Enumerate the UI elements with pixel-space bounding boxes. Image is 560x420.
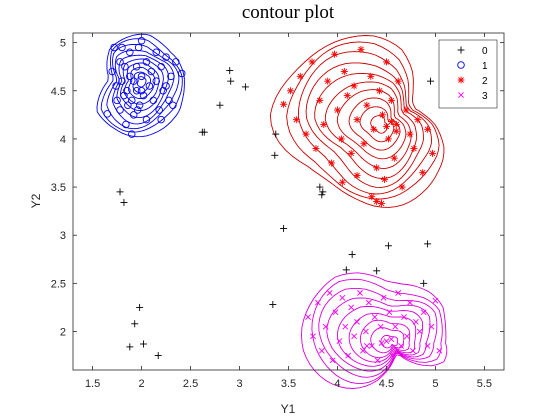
chart-title: contour plot	[242, 2, 335, 23]
data-point-series-2	[429, 150, 436, 157]
data-point-series-2	[376, 87, 383, 94]
data-point-series-2	[395, 78, 402, 85]
x-tick-label: 2.5	[183, 378, 198, 390]
data-point-series-2	[351, 82, 358, 89]
data-point-series-2	[341, 68, 348, 75]
legend-label-3: 3	[482, 91, 488, 102]
data-point-series-2	[316, 97, 323, 104]
data-point-series-2	[419, 169, 426, 176]
x-tick-label: 5	[432, 378, 438, 390]
x-tick-label: 4.5	[379, 378, 394, 390]
data-point-series-2	[331, 51, 338, 58]
data-point-series-2	[344, 92, 351, 99]
y-tick-label: 4.5	[51, 86, 66, 98]
y-tick-label: 5	[60, 38, 66, 50]
data-point-series-2	[297, 73, 304, 80]
legend-marker-2	[458, 77, 465, 84]
data-point-series-2	[379, 111, 386, 118]
x-tick-label: 1.5	[85, 378, 100, 390]
legend: 0 1 2 3	[439, 40, 497, 108]
data-point-series-2	[293, 116, 300, 123]
data-point-series-2	[381, 176, 388, 183]
data-point-series-2	[406, 131, 413, 138]
data-point-series-2	[378, 200, 385, 207]
data-point-series-2	[370, 126, 377, 133]
y-axis-label: Y2	[29, 193, 43, 208]
data-point-series-2	[385, 135, 392, 142]
data-point-series-2	[360, 140, 367, 147]
legend-label-2: 2	[482, 76, 488, 87]
data-point-series-2	[303, 131, 310, 138]
data-point-series-2	[367, 73, 374, 80]
data-point-series-2	[414, 116, 421, 123]
data-point-series-2	[312, 145, 319, 152]
y-tick-label: 3	[60, 230, 66, 242]
x-axis-label: Y1	[281, 402, 296, 416]
data-point-series-2	[280, 101, 287, 108]
data-point-series-2	[320, 121, 327, 128]
data-point-series-2	[410, 145, 417, 152]
legend-box	[439, 40, 497, 108]
data-point-series-2	[348, 150, 355, 157]
data-point-series-2	[354, 172, 361, 179]
data-point-series-2	[354, 116, 361, 123]
x-tick-label: 3.5	[281, 378, 296, 390]
data-point-series-2	[403, 107, 410, 114]
data-point-series-2	[357, 46, 364, 53]
legend-label-1: 1	[482, 61, 488, 72]
data-point-series-2	[309, 58, 316, 65]
data-point-series-2	[373, 164, 380, 171]
data-point-series-2	[399, 184, 406, 191]
y-tick-label: 2	[60, 326, 66, 338]
x-tick-label: 2	[139, 378, 145, 390]
data-point-series-2	[338, 135, 345, 142]
data-point-series-2	[391, 155, 398, 162]
data-point-series-2	[388, 97, 395, 104]
data-point-series-2	[363, 102, 370, 109]
x-tick-label: 4	[334, 378, 340, 390]
legend-label-0: 0	[482, 46, 488, 57]
data-point-series-2	[393, 128, 400, 135]
data-point-series-2	[334, 107, 341, 114]
y-tick-label: 2.5	[51, 278, 66, 290]
y-tick-label: 4	[60, 134, 66, 146]
data-point-series-2	[287, 87, 294, 94]
data-point-series-2	[424, 126, 431, 133]
plot-area: 1.5 2 2.5 3 3.5 4 4.5 5 5.5 2 2.5 3 3.5 4 4.5 5	[51, 33, 504, 390]
data-point-series-2	[388, 118, 395, 125]
x-tick-label: 5.5	[477, 378, 492, 390]
y-tick-label: 3.5	[51, 182, 66, 194]
data-point-series-2	[339, 179, 346, 186]
data-point-series-2	[328, 159, 335, 166]
data-point-series-2	[383, 58, 390, 65]
data-point-series-2	[324, 78, 331, 85]
x-tick-label: 3	[236, 378, 242, 390]
